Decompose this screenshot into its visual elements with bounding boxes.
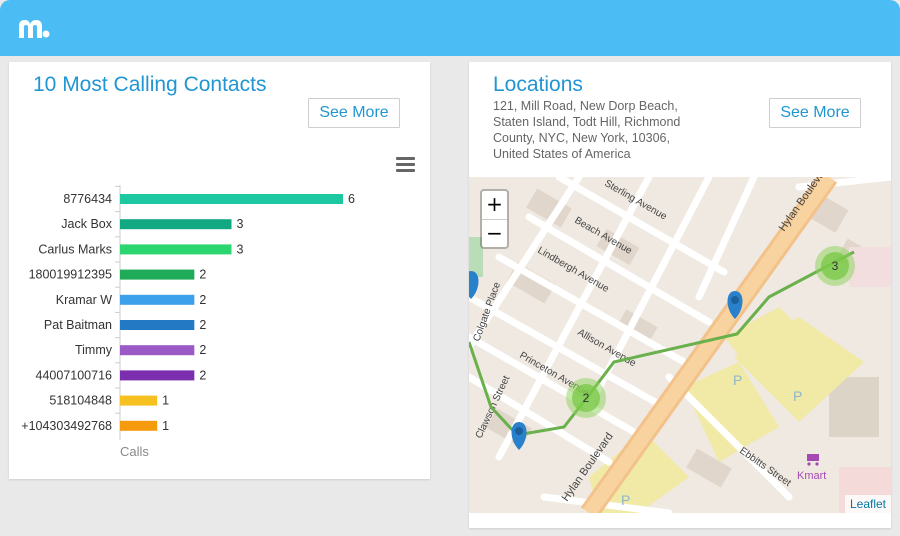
chart-data-label: 2 (199, 293, 206, 307)
chart-category-label: 180019912395 (29, 268, 112, 282)
map-pin-icon[interactable] (511, 422, 527, 450)
location-map[interactable]: Sterling Avenue Beach Avenue Lindbergh A… (469, 177, 891, 513)
chart-x-axis-label: Calls (120, 444, 149, 459)
contacts-see-more-button[interactable]: See More (308, 98, 400, 128)
chart-category-label: 8776434 (63, 192, 112, 206)
chart-bar[interactable] (120, 269, 195, 280)
chart-bar[interactable] (120, 345, 195, 356)
chart-data-label: 3 (237, 217, 244, 231)
chart-bar[interactable] (120, 244, 232, 255)
chart-category-label: Carlus Marks (38, 242, 112, 256)
map-zoom-control: + − (480, 189, 509, 249)
chart-data-label: 1 (162, 394, 169, 408)
top-bar (0, 0, 900, 56)
map-pin-icon[interactable] (727, 291, 743, 319)
parking-label: P (621, 492, 630, 508)
chart-category-label: 518104848 (49, 394, 112, 408)
parking-label: P (733, 372, 742, 388)
chart-data-label: 2 (199, 318, 206, 332)
chart-bar[interactable] (120, 395, 158, 406)
chart-data-label: 2 (199, 368, 206, 382)
locations-card: Locations 121, Mill Road, New Dorp Beach… (469, 62, 891, 528)
store-label-kmart: Kmart (797, 470, 826, 482)
chart-bar[interactable] (120, 219, 232, 230)
map-tiles: Sterling Avenue Beach Avenue Lindbergh A… (469, 177, 891, 513)
chart-category-label: 44007100716 (36, 368, 113, 382)
chart-bar[interactable] (120, 294, 195, 305)
chart-bar[interactable] (120, 320, 195, 330)
parking-label: P (793, 388, 802, 404)
calls-bar-chart: 8776434 6 Jack Box 3 Carlus Marks 3 1800199123… (21, 185, 355, 459)
chart-bar[interactable] (120, 194, 343, 204)
svg-text:3: 3 (832, 259, 839, 273)
chart-data-label: 6 (348, 192, 355, 206)
chart-bar[interactable] (120, 420, 158, 431)
chart-category-label: Jack Box (61, 217, 112, 231)
chart-data-label: 2 (199, 343, 206, 357)
map-pin-icon[interactable] (469, 271, 479, 299)
chart-data-label: 2 (199, 268, 206, 282)
chart-category-label: +104303492768 (21, 419, 112, 433)
hamburger-menu-icon[interactable] (396, 157, 415, 173)
zoom-in-button[interactable]: + (486, 192, 503, 216)
chart-data-label: 3 (237, 242, 244, 256)
chart-category-label: Timmy (75, 343, 113, 357)
cluster-marker-2[interactable]: 2 (566, 378, 606, 418)
locations-card-title: Locations (493, 73, 583, 96)
chart-category-label: Pat Baitman (44, 318, 112, 332)
chart-category-label: Kramar W (56, 293, 112, 307)
svg-text:2: 2 (583, 391, 590, 405)
leaflet-attribution-link[interactable]: Leaflet (844, 495, 891, 513)
locations-see-more-button[interactable]: See More (769, 98, 861, 128)
zoom-out-button[interactable]: − (482, 219, 507, 247)
kmart-cart-icon (807, 454, 819, 466)
contacts-card-title: 10 Most Calling Contacts (33, 73, 267, 96)
calling-contacts-card: 10 Most Calling Contacts See More 877643… (9, 62, 430, 479)
chart-bar[interactable] (120, 370, 195, 381)
location-address: 121, Mill Road, New Dorp Beach, Staten I… (493, 99, 681, 161)
cluster-marker-3[interactable]: 3 (815, 246, 855, 286)
mspy-logo-icon[interactable] (16, 14, 50, 42)
chart-data-label: 1 (162, 419, 169, 433)
